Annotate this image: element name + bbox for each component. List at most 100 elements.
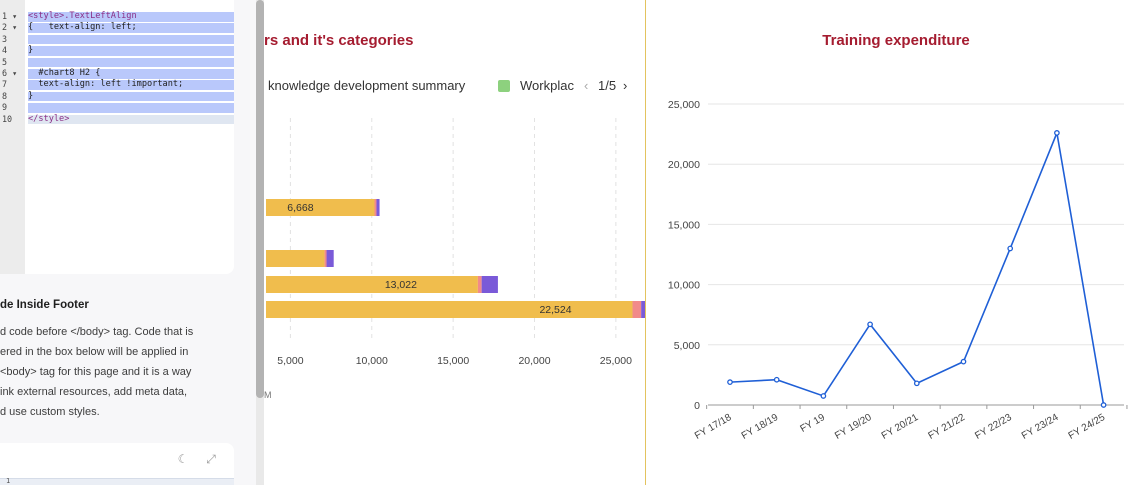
left-settings-panel: 1 ▾ <style>.TextLeftAlign 2 ▾ { text-align:… (0, 0, 258, 485)
bar-segment (641, 301, 645, 318)
footer-line-number: 1 (6, 477, 11, 485)
code-text: { text-align: left; (28, 23, 234, 33)
y-tick-label: 20,000 (668, 159, 700, 171)
x-tick-label: FY 24/25 (1067, 412, 1108, 442)
code-line[interactable]: 1 ▾ <style>.TextLeftAlign (0, 11, 234, 22)
expand-icon[interactable]: ⤢ (206, 452, 216, 466)
y-tick-label: 5,000 (674, 340, 700, 352)
description-line: <body> tag for this page and it is a way (0, 366, 192, 378)
legend-item-knowledge[interactable]: knowledge development summary (268, 78, 466, 93)
line-number-gutter (0, 0, 25, 274)
line-number: 10 (2, 113, 13, 124)
code-line[interactable]: 8} (0, 90, 234, 102)
description-line: d code before </body> tag. Code that is (0, 326, 194, 338)
data-point (1007, 245, 1014, 252)
x-tick-label: 20,000 (518, 355, 550, 367)
data-point (867, 321, 873, 328)
legend-item-workplace[interactable]: Workplac (520, 78, 574, 93)
code-line[interactable]: 2 ▾ { text-align: left; (0, 23, 234, 33)
data-point (1100, 402, 1107, 408)
line-number: 8 (2, 90, 8, 101)
panel-divider (645, 0, 646, 485)
code-line[interactable]: 4} (0, 46, 234, 56)
x-tick-label: 10,000 (356, 355, 388, 367)
bar-segment (324, 250, 327, 267)
training-expenditure-panel: Training expenditure 0 5,000 10,000 15,000 2… (646, 0, 1146, 485)
bar-segment (374, 199, 377, 216)
bar-segment (632, 301, 642, 318)
footer-code-heading: de Inside Footer (0, 299, 89, 311)
legend-swatch-workplace (498, 80, 510, 92)
code-text: </style> (28, 114, 234, 125)
bar-segment (326, 250, 334, 267)
x-tick-label: FY 21/22 (927, 412, 968, 442)
x-tick-label: FY 18/19 (740, 412, 781, 442)
bar-segment (266, 199, 375, 216)
footer-editor-gutter: 1 (0, 477, 234, 485)
code-line[interactable]: 3 (0, 33, 234, 45)
code-text (28, 57, 234, 68)
code-text: } (28, 91, 234, 102)
scrollbar-thumb[interactable] (256, 0, 264, 398)
line-number: 3 (2, 33, 8, 44)
x-tick-label: FY 19 (798, 412, 827, 435)
code-editor[interactable]: 1 ▾ <style>.TextLeftAlign 2 ▾ { text-align:… (0, 0, 234, 274)
line-number: 4 (2, 45, 8, 56)
description-line: ered in the box below will be applied in (0, 346, 189, 358)
data-point (960, 358, 967, 365)
x-tick-label: FY 23/24 (1020, 412, 1061, 442)
bar-segment (376, 199, 380, 216)
bar-segment (477, 276, 482, 293)
code-line[interactable]: 5 (0, 56, 234, 68)
axis-label-stub: M (264, 390, 272, 400)
bar-value-label: 22,524 (539, 304, 571, 316)
y-tick-label: 10,000 (668, 280, 700, 292)
line-number: 2 ▾ (2, 22, 18, 33)
y-tick-label: 0 (694, 400, 700, 412)
chart-title: rs and it's categories (264, 32, 414, 49)
footer-code-description: d code before </body> tag. Code that is … (0, 322, 232, 422)
line-number: 9 (2, 102, 8, 113)
x-tick-label: FY 22/23 (973, 412, 1014, 442)
data-point (1054, 130, 1060, 136)
chart-legend: knowledge development summary Workplac ‹… (264, 78, 645, 96)
y-tick-label: 25,000 (668, 99, 700, 111)
bar-segment (266, 250, 325, 267)
code-line[interactable]: 6 ▾ #chart8 H2 { (0, 68, 234, 79)
code-text: text-align: left !important; (28, 80, 234, 90)
moon-icon[interactable]: ☾ (177, 452, 189, 466)
category-bar-chart-panel: 5,000 10,000 15,000 20,000 25,000 M 6,668 13,02… (264, 0, 645, 485)
legend-next-button[interactable]: › (623, 78, 628, 93)
code-line[interactable]: 9 (0, 103, 234, 113)
scrollbar[interactable] (256, 0, 264, 485)
line-number: 7 (2, 79, 8, 90)
line-number: 1 ▾ (2, 11, 18, 21)
code-text: } (28, 46, 234, 56)
x-tick-label: 15,000 (437, 355, 469, 367)
code-text: <style>.TextLeftAlign (28, 11, 234, 22)
x-tick-label: FY 19/20 (833, 412, 874, 442)
code-line[interactable]: 7 text-align: left !important; (0, 80, 234, 90)
data-point (773, 376, 780, 383)
line-number: 5 (2, 56, 8, 67)
bar-chart-svg: 5,000 10,000 15,000 20,000 25,000 M 6,668 13,02… (264, 118, 645, 400)
bar-value-label: 6,668 (287, 202, 313, 214)
data-point (913, 380, 920, 387)
data-point (727, 379, 733, 385)
series-line (729, 129, 1105, 406)
code-text (28, 103, 234, 113)
bar-value-label: 13,022 (385, 279, 417, 291)
x-tick-label: 5,000 (277, 355, 303, 367)
data-point (820, 393, 827, 399)
legend-prev-button[interactable]: ‹ (584, 78, 589, 93)
chart-title: Training expenditure (822, 32, 970, 49)
code-text: #chart8 H2 { (28, 68, 234, 79)
code-text (28, 34, 234, 45)
code-line[interactable]: 10 </style> (0, 113, 234, 125)
bar-segment (266, 276, 478, 293)
bar-segment (481, 276, 498, 293)
x-tick-label: FY 20/21 (880, 412, 921, 442)
bar-segment (266, 301, 633, 318)
